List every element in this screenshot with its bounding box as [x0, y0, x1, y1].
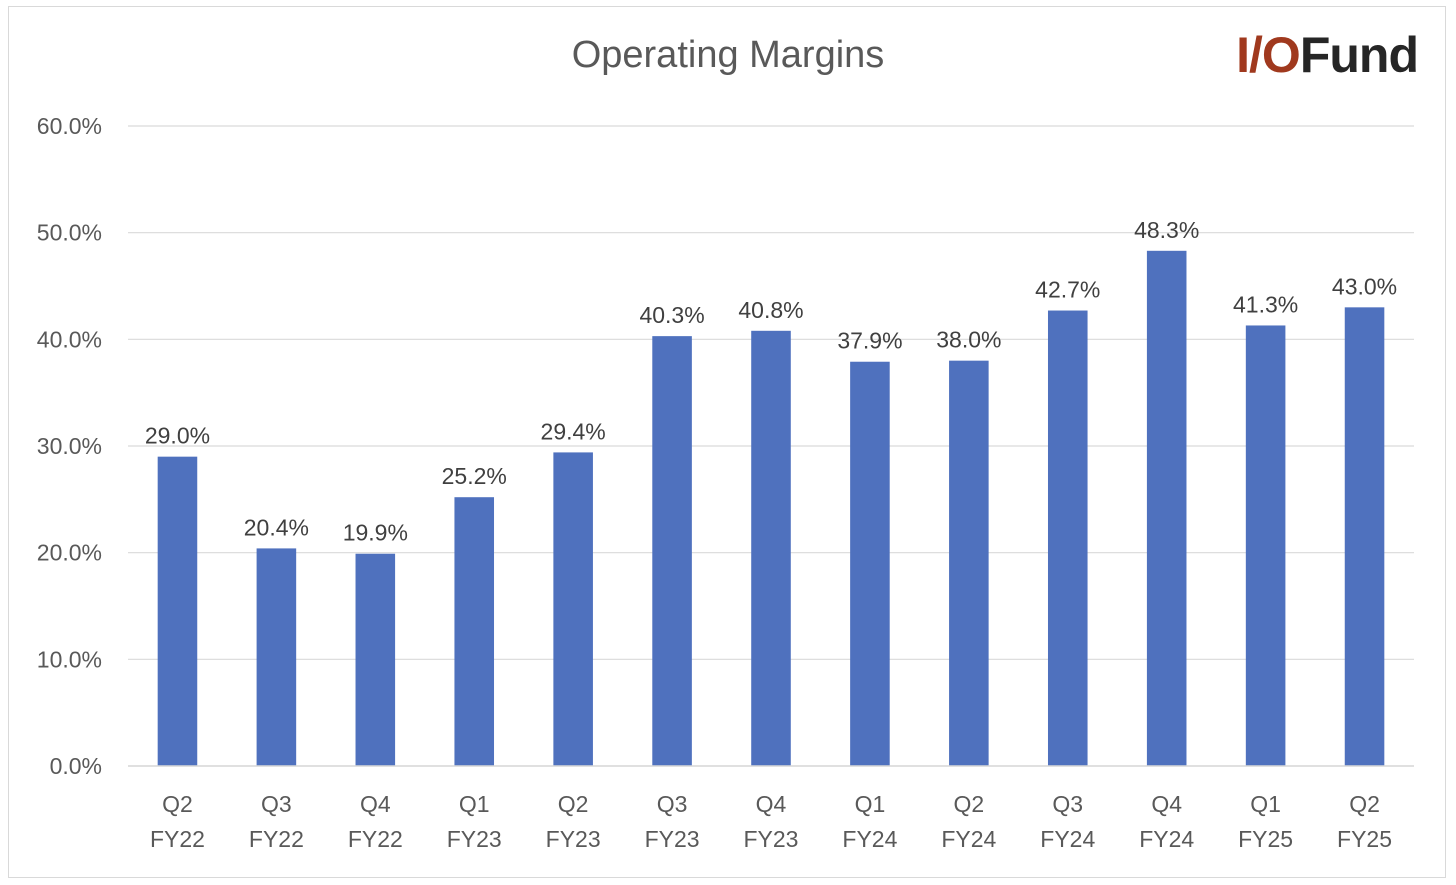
data-label: 40.8%: [738, 297, 803, 323]
bar: [652, 336, 692, 766]
logo-part-fund: Fund: [1299, 27, 1419, 83]
data-label: 43.0%: [1332, 273, 1397, 299]
x-tick-label-quarter: Q4: [756, 791, 787, 817]
x-tick-label-year: FY22: [348, 826, 403, 852]
x-tick-label-quarter: Q4: [360, 791, 391, 817]
x-tick-label-quarter: Q1: [1250, 791, 1281, 817]
x-tick-label-quarter: Q2: [162, 791, 193, 817]
x-tick-label-quarter: Q2: [954, 791, 985, 817]
x-tick-label-year: FY23: [447, 826, 502, 852]
data-label: 38.0%: [936, 327, 1001, 353]
bar: [850, 361, 890, 766]
data-label: 41.3%: [1233, 291, 1298, 317]
bar: [751, 330, 791, 766]
y-tick-label: 50.0%: [37, 220, 102, 246]
x-tick-label-year: FY25: [1337, 826, 1392, 852]
x-tick-label-quarter: Q2: [1349, 791, 1380, 817]
x-tick-label-year: FY22: [249, 826, 304, 852]
x-tick-label-year: FY23: [645, 826, 700, 852]
y-tick-label: 0.0%: [50, 753, 102, 779]
x-tick-label-year: FY22: [150, 826, 205, 852]
data-label: 19.9%: [343, 520, 408, 546]
chart-title: Operating Margins: [571, 34, 885, 76]
data-label: 29.0%: [145, 423, 210, 449]
y-tick-label: 40.0%: [37, 326, 102, 352]
x-tick-label-quarter: Q3: [1052, 791, 1083, 817]
data-label: 42.7%: [1035, 277, 1100, 303]
data-label: 25.2%: [442, 463, 507, 489]
data-label: 29.4%: [541, 418, 606, 444]
x-tick-label-quarter: Q3: [657, 791, 688, 817]
x-tick-label-quarter: Q1: [459, 791, 490, 817]
data-label: 37.9%: [837, 328, 902, 354]
y-tick-label: 60.0%: [37, 113, 102, 139]
x-tick-label-year: FY24: [941, 826, 996, 852]
bar: [256, 548, 297, 766]
bar: [157, 456, 198, 766]
x-tick-label-year: FY23: [546, 826, 601, 852]
x-tick-label-year: FY25: [1238, 826, 1293, 852]
x-tick-label-quarter: Q3: [261, 791, 292, 817]
bar: [1047, 310, 1088, 766]
y-tick-label: 30.0%: [37, 433, 102, 459]
data-label: 20.4%: [244, 514, 309, 540]
data-label: 48.3%: [1134, 217, 1199, 243]
x-tick-label-year: FY24: [1040, 826, 1095, 852]
bar: [1146, 250, 1187, 767]
data-label: 40.3%: [639, 302, 704, 328]
bar: [949, 360, 989, 766]
x-tick-label-year: FY24: [1139, 826, 1194, 852]
x-tick-label-year: FY24: [842, 826, 897, 852]
bar: [454, 497, 495, 766]
logo-part-io: I/O: [1236, 27, 1301, 83]
y-tick-label: 10.0%: [37, 646, 102, 672]
x-tick-label-quarter: Q4: [1151, 791, 1182, 817]
bar: [1245, 325, 1286, 766]
y-tick-label: 20.0%: [37, 540, 102, 566]
chart-frame: [8, 6, 1446, 878]
io-fund-logo: I/OFund: [1236, 26, 1419, 84]
bar: [1344, 307, 1385, 766]
bar: [355, 553, 396, 766]
bar: [553, 452, 593, 766]
x-tick-label-year: FY23: [744, 826, 799, 852]
x-tick-label-quarter: Q1: [855, 791, 886, 817]
x-tick-label-quarter: Q2: [558, 791, 589, 817]
